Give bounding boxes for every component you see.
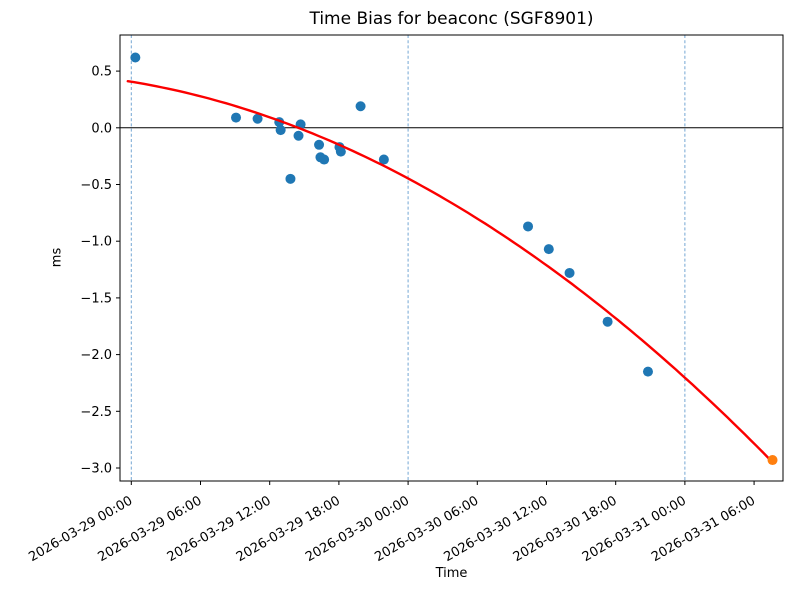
y-tick-label: −0.5	[80, 178, 112, 193]
y-tick-label: −1.5	[80, 291, 112, 306]
fit-curve	[126, 80, 774, 464]
data-point	[231, 112, 242, 123]
data-point	[293, 130, 304, 141]
data-point	[335, 146, 346, 157]
y-tick-label: −1.0	[80, 235, 112, 250]
data-point	[314, 139, 325, 150]
data-point	[319, 154, 330, 165]
x-axis-label: Time	[435, 566, 468, 581]
data-point	[285, 173, 296, 184]
data-point	[275, 125, 286, 136]
data-point	[642, 366, 653, 377]
data-point	[523, 221, 534, 232]
y-tick-label: 0.0	[91, 121, 112, 136]
chart-title: Time Bias for beaconc (SGF8901)	[309, 9, 594, 29]
data-point	[355, 101, 366, 112]
data-point	[602, 316, 613, 327]
data-point	[564, 267, 575, 278]
data-point	[378, 154, 389, 165]
y-tick-label: −2.5	[80, 405, 112, 420]
y-tick-label: −2.0	[80, 348, 112, 363]
y-tick-label: −3.0	[80, 462, 112, 477]
plot-border	[119, 34, 784, 482]
latest-data-point	[767, 455, 778, 466]
y-axis-label: ms	[49, 247, 65, 268]
data-point	[130, 52, 141, 63]
y-tick-label: 0.5	[91, 65, 112, 80]
data-point	[543, 244, 554, 255]
data-point	[252, 113, 263, 124]
